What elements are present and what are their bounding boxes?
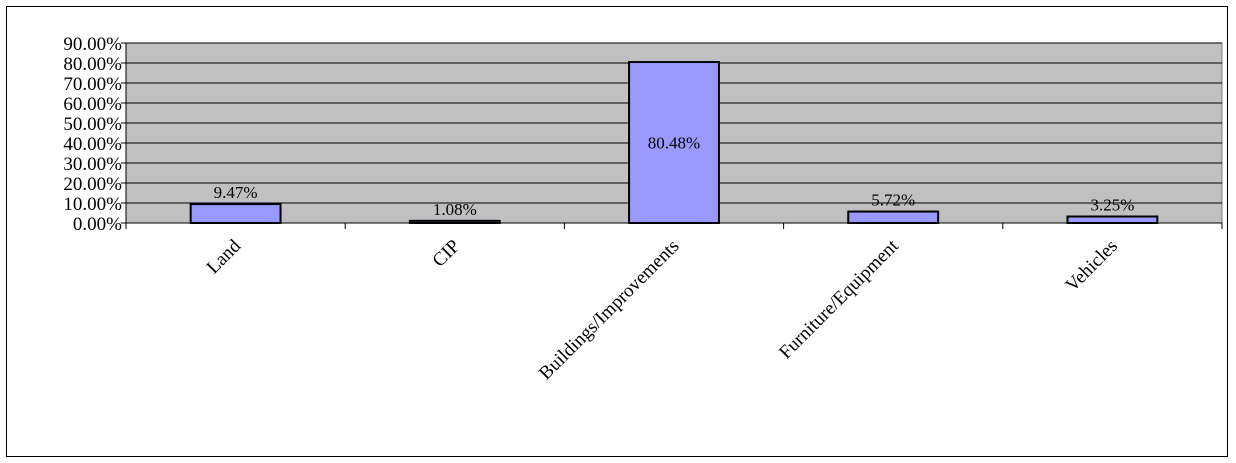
y-tick-label: 50.00% [63,114,122,135]
bar-furniture-equipment [847,210,940,224]
data-label: 9.47% [214,183,258,202]
data-label: 1.08% [433,200,477,219]
bar-vehicles [1066,215,1159,224]
category-label: CIP [429,236,465,272]
category-label: Furniture/Equipment [775,235,903,363]
category-label: Vehicles [1062,236,1122,296]
y-tick-label: 10.00% [63,194,122,215]
y-tick-label: 30.00% [63,154,122,175]
y-tick-label: 90.00% [63,34,122,55]
bar-buildings-improvements [628,61,720,225]
data-label: 3.25% [1090,196,1134,215]
axes [121,42,1223,229]
bar-land [189,203,282,224]
category-labels: Land CIP Buildings/Improvements Furniture/E… [203,235,1122,384]
data-label: 5.72% [871,191,915,210]
y-tick-label: 80.00% [63,54,122,75]
category-label: Buildings/Improvements [535,236,683,384]
y-tick-label: 20.00% [63,174,122,195]
category-label: Land [203,235,246,278]
y-tick-label: 0.00% [73,214,122,235]
y-tick-label: 60.00% [63,94,122,115]
data-label: 80.48% [648,134,700,153]
y-tick-label: 40.00% [63,134,122,155]
data-labels: 9.47% 1.08% 80.48% 5.72% 3.25% [214,134,1135,219]
bars [189,61,1159,225]
y-tick-labels: 0.00%10.00%20.00%30.00%40.00%50.00%60.00… [63,34,122,235]
y-tick-label: 70.00% [63,74,122,95]
